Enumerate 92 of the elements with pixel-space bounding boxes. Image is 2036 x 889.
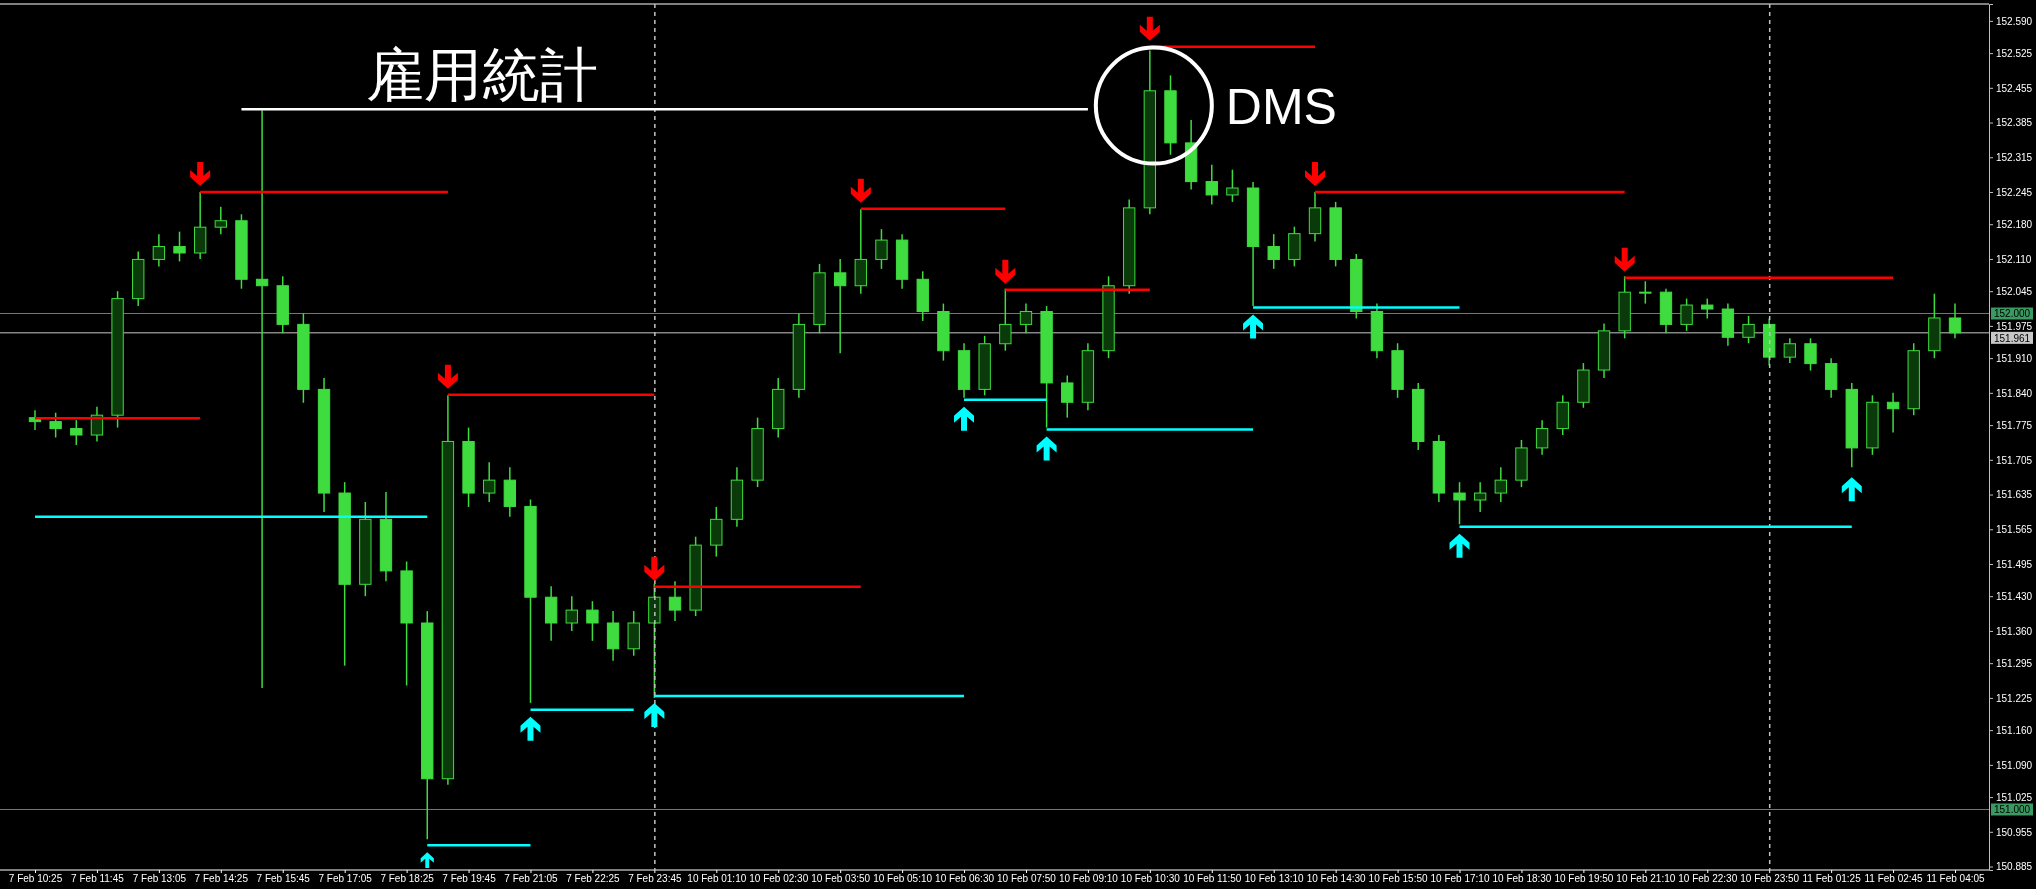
candlestick — [1535, 419, 1549, 456]
y-tick-label: 152.455 — [1996, 82, 2033, 94]
x-tick-label: 10 Feb 06:30 — [935, 873, 995, 884]
y-tick-label: 151.840 — [1996, 387, 2033, 399]
candlestick — [1267, 233, 1280, 270]
x-tick-label: 10 Feb 05:10 — [873, 873, 933, 884]
candlestick — [1494, 466, 1507, 503]
x-tick-label: 7 Feb 17:05 — [318, 873, 373, 884]
y-tick-label: 152.590 — [1996, 15, 2033, 27]
y-tick-label: 151.360 — [1996, 625, 2033, 637]
x-tick-label: 10 Feb 19:50 — [1554, 873, 1614, 884]
x-tick-label: 7 Feb 21:05 — [504, 873, 559, 884]
candlestick — [1886, 392, 1900, 434]
x-tick-label: 10 Feb 11:50 — [1183, 873, 1242, 884]
x-tick-label: 7 Feb 23:45 — [628, 873, 682, 884]
x-tick-label: 7 Feb 19:45 — [442, 873, 497, 884]
x-tick-label: 10 Feb 10:30 — [1120, 873, 1181, 884]
x-tick-label: 7 Feb 15:45 — [256, 873, 311, 884]
y-tick-label: 152.245 — [1996, 186, 2033, 198]
x-tick-label: 7 Feb 18:25 — [380, 873, 435, 884]
y-tick-label: 152.045 — [1996, 285, 2033, 297]
x-tick-label: 10 Feb 15:50 — [1368, 873, 1428, 884]
candlestick — [1804, 337, 1817, 372]
x-tick-label: 7 Feb 10:25 — [8, 873, 63, 884]
candlestick — [565, 595, 578, 632]
candlestick — [1453, 481, 1466, 526]
y-tick-label: 151.975 — [1996, 320, 2033, 332]
y-tick-label: 151.565 — [1996, 523, 2033, 535]
y-tick-label: 152.525 — [1996, 47, 2033, 59]
x-tick-label: 11 Feb 04:05 — [1926, 873, 1986, 884]
x-tick-label: 10 Feb 07:50 — [997, 873, 1057, 884]
candlestick — [1205, 163, 1218, 206]
candlestick — [833, 258, 847, 354]
candlestick — [173, 230, 186, 263]
candlestick — [1061, 374, 1074, 419]
x-tick-label: 10 Feb 09:10 — [1058, 873, 1119, 884]
y-tick-label: 152.385 — [1996, 117, 2033, 129]
candlestick — [1473, 481, 1487, 513]
y-tick-label: 151.705 — [1996, 454, 2033, 466]
x-tick-label: 10 Feb 14:30 — [1306, 873, 1367, 884]
candlestick — [1783, 337, 1797, 364]
y-tick-label: 152.315 — [1996, 151, 2033, 163]
candlestick — [1226, 168, 1239, 203]
candlestick — [1701, 297, 1714, 320]
y-tick-label: 151.225 — [1996, 692, 2033, 704]
candlestick — [1948, 302, 1962, 340]
candlestick — [49, 411, 62, 439]
x-tick-label: 10 Feb 03:50 — [811, 873, 871, 884]
annotation: 雇用統計 — [366, 41, 599, 110]
x-tick-label: 10 Feb 13:10 — [1244, 873, 1305, 884]
candlestick — [1742, 315, 1755, 345]
x-tick-label: 7 Feb 14:25 — [194, 873, 249, 884]
x-tick-label: 10 Feb 18:30 — [1492, 873, 1552, 884]
candlestick — [1639, 280, 1652, 305]
y-tick-label: 151.635 — [1996, 489, 2033, 501]
candlestick — [668, 580, 682, 622]
ref-line-label: 152.000 — [1994, 308, 2031, 320]
ref-line-label: 151.961 — [1994, 332, 2031, 344]
y-tick-label: 151.775 — [1996, 419, 2033, 431]
x-tick-label: 11 Feb 01:25 — [1802, 873, 1862, 884]
x-tick-label: 10 Feb 17:10 — [1430, 873, 1490, 884]
y-tick-label: 150.955 — [1996, 826, 2033, 838]
y-tick-label: 152.110 — [1996, 253, 2032, 265]
y-tick-label: 152.180 — [1996, 218, 2033, 230]
x-tick-label: 7 Feb 11:45 — [71, 873, 125, 884]
x-tick-label: 10 Feb 01:10 — [687, 873, 747, 884]
candlestick — [214, 206, 227, 235]
candlestick — [255, 109, 269, 689]
x-tick-label: 10 Feb 21:10 — [1616, 873, 1676, 884]
x-tick-label: 10 Feb 22:30 — [1678, 873, 1738, 884]
y-tick-label: 151.495 — [1996, 558, 2033, 570]
candlestick — [483, 461, 496, 503]
x-tick-label: 7 Feb 13:05 — [132, 873, 187, 884]
candlestick — [1680, 297, 1693, 332]
candlestick — [1019, 302, 1033, 335]
y-tick-label: 151.910 — [1996, 352, 2033, 364]
x-tick-label: 10 Feb 23:50 — [1740, 873, 1800, 884]
y-tick-label: 151.025 — [1996, 791, 2033, 803]
x-tick-label: 11 Feb 02:45 — [1864, 873, 1924, 884]
candlestick — [70, 419, 83, 446]
x-tick-label: 7 Feb 22:25 — [566, 873, 621, 884]
ref-line-label: 151.000 — [1994, 804, 2031, 816]
y-tick-label: 151.430 — [1996, 590, 2033, 602]
candlestick — [152, 233, 166, 268]
y-tick-label: 151.295 — [1996, 657, 2033, 669]
candlestick — [586, 600, 599, 642]
annotation: DMS — [1225, 78, 1337, 135]
y-tick-label: 150.885 — [1996, 861, 2033, 873]
y-tick-label: 151.160 — [1996, 724, 2033, 736]
candlestick — [875, 228, 888, 270]
x-tick-label: 10 Feb 02:30 — [749, 873, 809, 884]
y-tick-label: 151.090 — [1996, 759, 2033, 771]
